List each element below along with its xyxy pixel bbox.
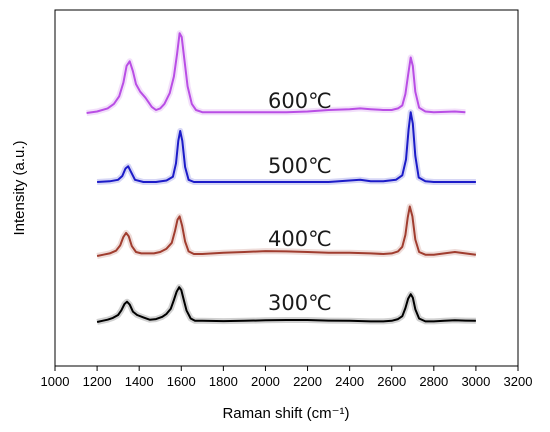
x-tick-label: 1000 [41,374,70,389]
x-tick-label: 1400 [125,374,154,389]
x-tick-label: 2800 [419,374,448,389]
x-axis-ticks: 1000 1200 1400 1600 1800 2000 2200 2400 2600 2800… [41,366,533,389]
series-layer: 300℃ 400℃ 500℃ 600℃ [86,30,477,325]
series-line [96,205,477,257]
series-label: 300℃ [268,291,332,315]
axis-layer [54,9,519,367]
series-label: 500℃ [268,154,332,178]
x-tick-label: 2600 [377,374,406,389]
x-tick-label: 1800 [209,374,238,389]
x-tick-label: 1200 [83,374,112,389]
series-label: 600℃ [268,89,332,113]
x-tick-label: 3200 [504,374,533,389]
y-axis-title: Intensity (a.u.) [11,140,28,235]
x-tick-label: 3000 [461,374,490,389]
x-tick-label: 2000 [251,374,280,389]
series-line [96,286,476,323]
series-line [97,111,476,183]
series-line [86,32,466,114]
series-label: 400℃ [268,227,332,251]
x-tick-label: 2400 [335,374,364,389]
x-tick-label: 2200 [293,374,322,389]
x-tick-label: 1600 [167,374,196,389]
plot-frame [54,9,519,367]
x-axis-title: Raman shift (cm⁻¹) [222,405,349,422]
